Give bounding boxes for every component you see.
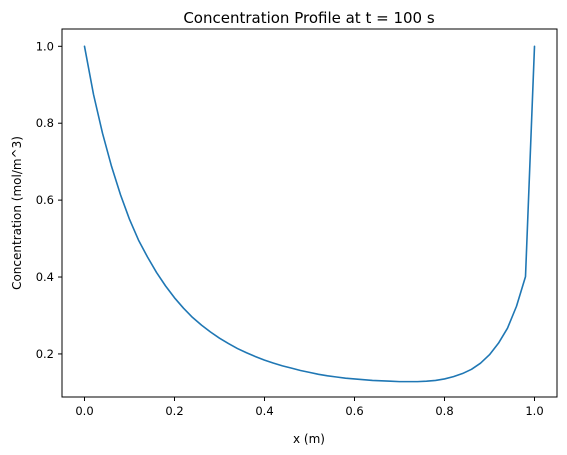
y-tick-label: 0.2 xyxy=(36,347,54,361)
x-tick-label: 0.2 xyxy=(165,404,183,418)
x-axis-label: x (m) xyxy=(293,432,325,446)
x-tick-label: 0.8 xyxy=(435,404,453,418)
x-tick-label: 0.0 xyxy=(75,404,93,418)
x-tick-label: 0.6 xyxy=(345,404,363,418)
y-tick-label: 0.8 xyxy=(36,116,54,130)
y-axis-label: Concentration (mol/m^3) xyxy=(10,136,24,290)
y-axis: 0.2 0.4 0.6 0.8 1.0 xyxy=(36,39,62,361)
chart-title: Concentration Profile at t = 100 s xyxy=(183,9,435,27)
plot-area xyxy=(83,45,536,383)
y-tick-label: 0.6 xyxy=(36,193,54,207)
y-tick-label: 0.4 xyxy=(36,270,54,284)
x-tick-label: 0.4 xyxy=(255,404,273,418)
plot-frame xyxy=(61,28,558,398)
concentration-series-line xyxy=(83,45,536,383)
y-tick-label: 1.0 xyxy=(36,39,54,53)
x-tick-label: 1.0 xyxy=(525,404,543,418)
x-axis: 0.0 0.2 0.4 0.6 0.8 1.0 xyxy=(75,397,544,418)
